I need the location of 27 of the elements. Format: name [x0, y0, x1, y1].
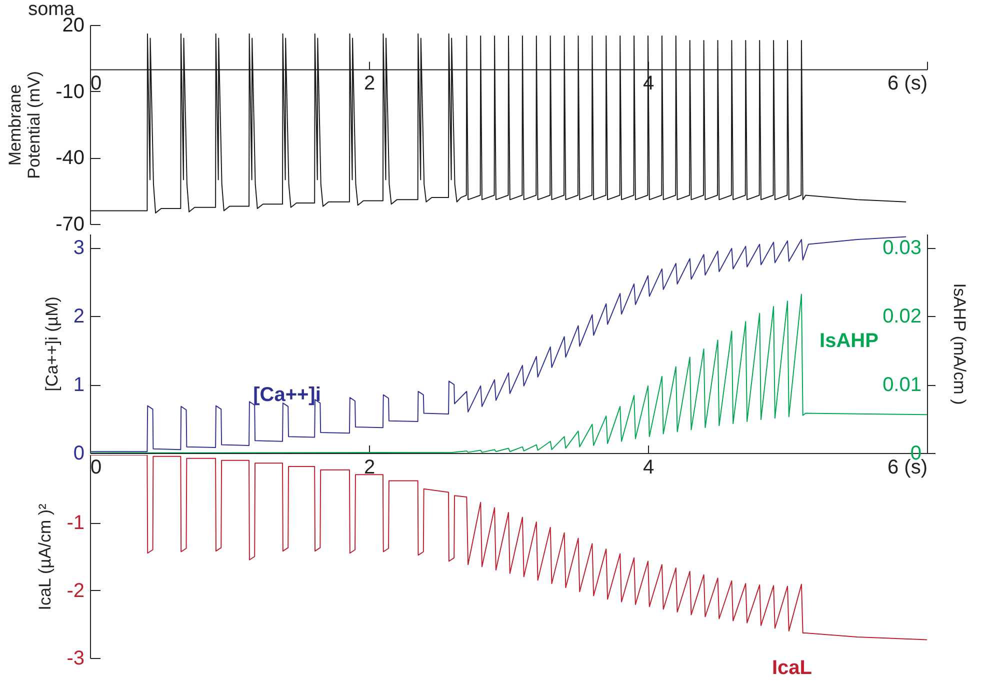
x-tick-label: 6 (s) — [888, 72, 928, 95]
y2-tick-label: 0.03 — [882, 237, 922, 260]
y-axis-title: Membrane Potential (mV) — [6, 71, 44, 179]
y-tick-label: -70 — [56, 214, 84, 236]
series-label: [Ca++]i — [253, 384, 321, 406]
y-axis-title: [Ca++]i (µM) — [42, 296, 62, 392]
y2-axis-title: IsAHP (mA/cm ) — [950, 283, 969, 405]
y-tick-label: -10 — [56, 80, 84, 103]
y-tick-label: -2 — [66, 580, 84, 602]
x-tick-label: 0 — [90, 456, 102, 478]
y-tick-label: 1 — [73, 374, 84, 396]
x-tick-label: 2 — [364, 72, 376, 95]
y-tick-label: 0 — [73, 442, 84, 464]
y-axis-title: IcaL (µA/cm )² — [36, 503, 55, 610]
series-label: IcaL — [772, 657, 812, 679]
y-tick-label: -3 — [66, 648, 84, 670]
y-tick-label: 3 — [73, 237, 84, 260]
y-tick-label: 2 — [73, 306, 84, 328]
y-tick-label: -40 — [56, 147, 84, 170]
x-tick-label: 0 — [90, 72, 102, 95]
y2-tick-label: 0.02 — [882, 306, 922, 328]
y2-tick-label: 0.01 — [882, 374, 922, 396]
y-tick-label: 20 — [62, 14, 84, 36]
y-tick-label: -1 — [66, 512, 84, 534]
x-tick-label: 4 — [642, 456, 654, 478]
series-label: IsAHP — [820, 330, 878, 352]
x-tick-label: 2 — [364, 456, 376, 478]
